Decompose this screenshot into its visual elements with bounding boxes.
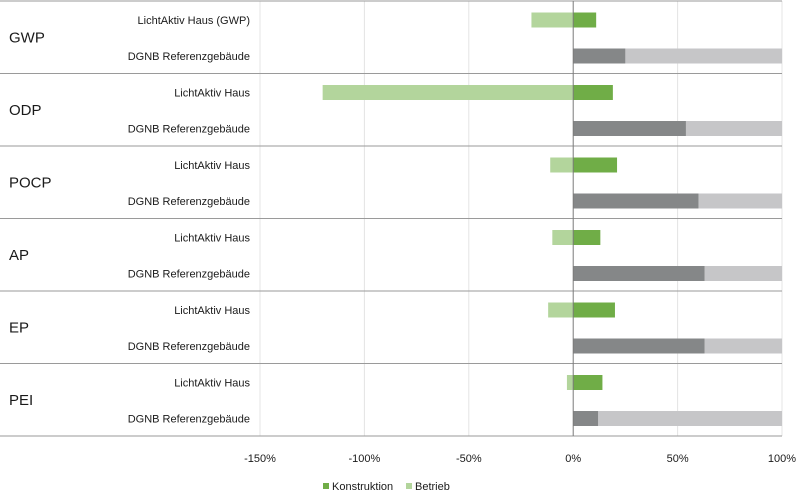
bar-konstruktion-pocp-0	[573, 157, 618, 173]
bar-betrieb-pei-1	[598, 411, 782, 426]
bar-konstruktion-odp-1	[573, 121, 686, 136]
category-label-pocp: POCP	[9, 174, 52, 191]
category-label-ep: EP	[9, 319, 29, 336]
legend-swatch-betrieb	[406, 483, 412, 489]
bar-label-ap-0: LichtAktiv Haus	[174, 233, 250, 245]
bar-betrieb-pocp-1	[698, 193, 782, 209]
legend-label-konstruktion: Konstruktion	[332, 481, 393, 493]
bar-label-odp-1: DGNB Referenzgebäude	[128, 124, 250, 136]
x-tick-label-3: 0%	[565, 453, 581, 465]
x-tick-label-4: 50%	[667, 453, 689, 465]
grid	[0, 0, 783, 437]
bar-label-pocp-0: LichtAktiv Haus	[174, 160, 250, 172]
bar-konstruktion-ep-1	[573, 338, 705, 354]
bar-label-pei-1: DGNB Referenzgebäude	[128, 414, 250, 426]
legend-swatch-konstruktion	[323, 483, 329, 489]
bars	[322, 12, 782, 426]
bar-label-odp-0: LichtAktiv Haus	[174, 88, 250, 100]
bar-label-ap-1: DGNB Referenzgebäude	[128, 269, 250, 281]
bar-konstruktion-gwp-0	[573, 12, 597, 28]
category-label-odp: ODP	[9, 102, 42, 119]
bar-betrieb-odp-1	[685, 121, 782, 136]
category-label-pei: PEI	[9, 392, 33, 409]
bar-konstruktion-ep-0	[573, 302, 615, 318]
bar-betrieb-gwp-0	[531, 12, 574, 28]
category-label-ap: AP	[9, 247, 29, 264]
bar-betrieb-pei-0	[566, 375, 574, 390]
bar-konstruktion-ap-0	[573, 230, 601, 245]
legend-label-betrieb: Betrieb	[415, 481, 450, 493]
bar-betrieb-ap-0	[552, 230, 574, 245]
bar-label-gwp-1: DGNB Referenzgebäude	[128, 51, 250, 63]
bar-betrieb-ap-1	[704, 266, 782, 281]
bar-betrieb-odp-0	[322, 85, 574, 100]
bar-konstruktion-pei-0	[573, 375, 603, 390]
bar-betrieb-pocp-0	[550, 157, 574, 173]
bar-betrieb-gwp-1	[625, 48, 782, 64]
x-axis: -150% -100% -50% 0% 50% 100%	[244, 1, 796, 465]
bar-konstruktion-odp-0	[573, 85, 613, 100]
legend: Konstruktion Betrieb	[323, 481, 450, 493]
bar-konstruktion-pocp-1	[573, 193, 699, 209]
bar-konstruktion-ap-1	[573, 266, 705, 281]
bar-label-gwp-0: LichtAktiv Haus (GWP)	[138, 15, 250, 27]
bar-betrieb-ep-0	[548, 302, 574, 318]
bar-label-ep-0: LichtAktiv Haus	[174, 305, 250, 317]
bar-label-ep-1: DGNB Referenzgebäude	[128, 341, 250, 353]
category-label-gwp: GWP	[9, 29, 45, 46]
labels: GWP LichtAktiv Haus (GWP) DGNB Referenzgeb…	[9, 15, 250, 426]
x-tick-label-5: 100%	[768, 453, 796, 465]
bar-label-pocp-1: DGNB Referenzgebäude	[128, 196, 250, 208]
bar-konstruktion-pei-1	[573, 411, 599, 426]
bar-betrieb-ep-1	[704, 338, 782, 354]
bar-label-pei-0: LichtAktiv Haus	[174, 378, 250, 390]
bar-konstruktion-gwp-1	[573, 48, 626, 64]
x-tick-label-1: -100%	[349, 453, 381, 465]
x-tick-label-2: -50%	[456, 453, 482, 465]
x-tick-label-0: -150%	[244, 453, 276, 465]
